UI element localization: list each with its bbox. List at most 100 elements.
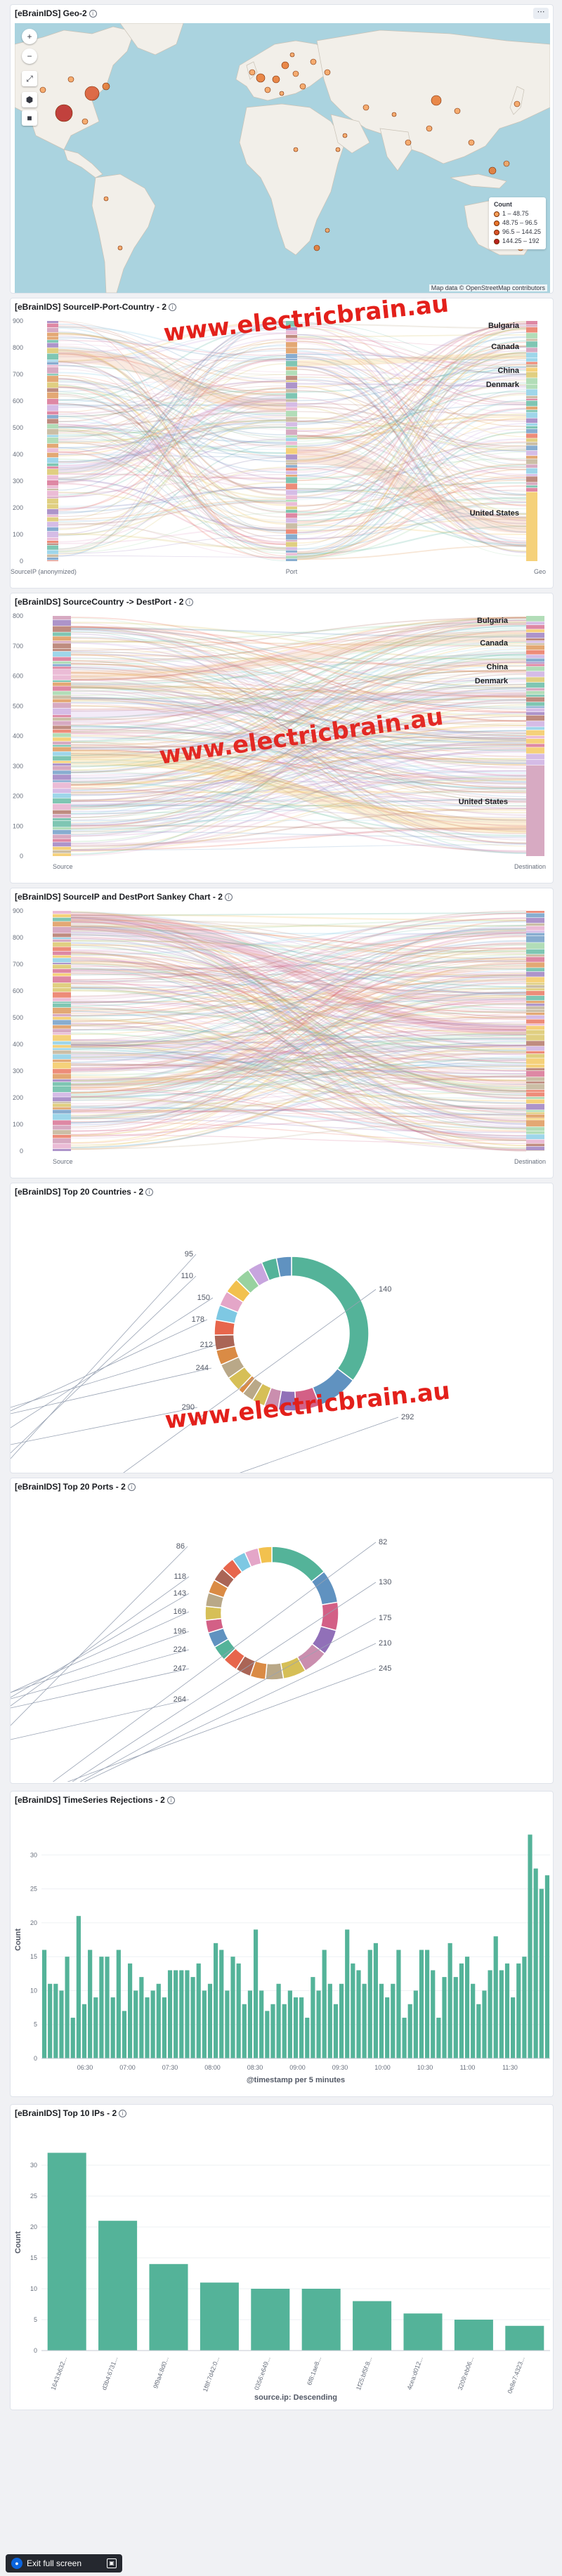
sankey-link: [58, 349, 287, 428]
sankey-node: [526, 1012, 544, 1016]
sankey-node: [47, 343, 58, 348]
bar: [476, 2004, 481, 2058]
zoom-out-button[interactable]: −: [22, 48, 37, 64]
sankey-node: [526, 913, 544, 918]
square-draw-icon[interactable]: ■: [22, 110, 37, 126]
sankey-link: [70, 961, 527, 971]
y-axis-title: Count: [14, 2231, 22, 2254]
sankey-node: [53, 632, 71, 636]
legend-row: 144.25 – 192: [493, 237, 541, 246]
sankey-link: [296, 321, 527, 546]
sankey-node: [286, 348, 297, 354]
sankey-node: [526, 476, 537, 482]
world-map[interactable]: + − ⤢ ⬢ ■ Count 1 – 48.75 48.75 – 96.5 9…: [15, 23, 550, 293]
sankey-link: [70, 912, 527, 916]
bar: [207, 1983, 213, 2058]
sankey-link: [296, 338, 527, 506]
sankey-link: [70, 997, 527, 1132]
bar: [185, 1970, 190, 2058]
sankey-link: [58, 321, 287, 557]
sankey-link: [70, 912, 527, 1125]
sankey-link: [58, 386, 287, 417]
sankey-link: [70, 954, 527, 1025]
info-icon[interactable]: i: [145, 1188, 154, 1196]
sankey-link: [70, 702, 527, 845]
sankey-link: [70, 731, 527, 739]
sankey-link: [58, 426, 287, 463]
y-tick-label: 100: [13, 1121, 23, 1128]
sankey-link: [70, 744, 527, 827]
info-icon[interactable]: i: [119, 2109, 127, 2117]
bar: [65, 1957, 70, 2058]
sankey-link: [70, 617, 527, 651]
info-icon[interactable]: i: [169, 303, 177, 311]
info-icon[interactable]: i: [127, 1483, 136, 1491]
sankey-link: [70, 622, 527, 643]
sankey-node: [526, 643, 544, 645]
sankey-link: [296, 379, 527, 519]
sankey-link: [296, 390, 527, 440]
sankey-node: [526, 384, 537, 389]
sankey-link: [70, 705, 527, 791]
info-icon[interactable]: i: [185, 598, 194, 606]
bar: [488, 1970, 492, 2058]
sankey-link: [70, 725, 527, 790]
sankey-node: [53, 780, 71, 782]
x-axis-title: @timestamp per 5 minutes: [247, 2076, 345, 2084]
sankey-link: [296, 425, 527, 493]
sankey-link: [70, 702, 527, 834]
data-point-marker: [342, 133, 348, 138]
sankey-link: [70, 987, 527, 1111]
info-icon[interactable]: i: [166, 1796, 175, 1804]
sankey-link: [70, 1053, 527, 1075]
sankey-node: [53, 763, 71, 766]
sankey-node: [526, 389, 537, 396]
sankey-link: [70, 625, 527, 841]
bar: [98, 2221, 138, 2351]
bar: [499, 1970, 504, 2058]
sankey-link: [70, 720, 527, 785]
sankey-link: [58, 431, 287, 554]
legend-swatch: [493, 238, 499, 244]
slice-label: 292: [401, 1413, 414, 1421]
sankey-node: [53, 1003, 71, 1008]
sankey-link: [58, 332, 287, 411]
sankey-node: [53, 619, 71, 626]
polygon-draw-icon[interactable]: ⬢: [22, 92, 37, 107]
sankey-link: [58, 428, 287, 499]
sankey-link: [70, 1056, 527, 1067]
sankey-link: [70, 971, 527, 1129]
sankey-node: [526, 1092, 544, 1097]
sankey-node: [286, 529, 297, 534]
zoom-in-button[interactable]: +: [22, 29, 37, 44]
info-icon[interactable]: i: [89, 9, 97, 18]
sankey-node: [47, 332, 58, 336]
sankey-link: [70, 669, 527, 680]
sankey-link: [70, 1134, 527, 1144]
sankey-node: [53, 626, 71, 632]
sankey-link: [58, 327, 287, 457]
sankey-node: [286, 435, 297, 438]
sankey-link: [70, 712, 527, 801]
geo-panel: [eBrainIDS] Geo-2 i ⋯ + − ⤢ ⬢ ■ Count 1 –…: [10, 4, 554, 294]
data-point-marker: [488, 166, 497, 175]
sankey-link: [296, 413, 527, 440]
sankey-link: [296, 375, 527, 432]
sankey-link: [58, 391, 287, 457]
sankey-link: [58, 500, 287, 526]
sankey-link: [70, 944, 527, 1117]
sankey-link: [296, 383, 527, 387]
sankey-node: [286, 553, 297, 556]
panel-menu-button[interactable]: ⋯: [533, 8, 549, 19]
crop-icon[interactable]: ⤢: [22, 71, 37, 86]
sankey-node: [47, 543, 58, 545]
sankey-link: [70, 942, 527, 990]
y-tick-label: 5: [34, 2021, 37, 2028]
sankey-link: [296, 336, 527, 426]
sankey-link: [70, 844, 527, 851]
info-icon[interactable]: i: [224, 893, 233, 901]
bar: [391, 1983, 396, 2058]
sankey-node: [526, 926, 544, 931]
exit-fullscreen-button[interactable]: ● Exit full screen ▣: [6, 2554, 122, 2572]
